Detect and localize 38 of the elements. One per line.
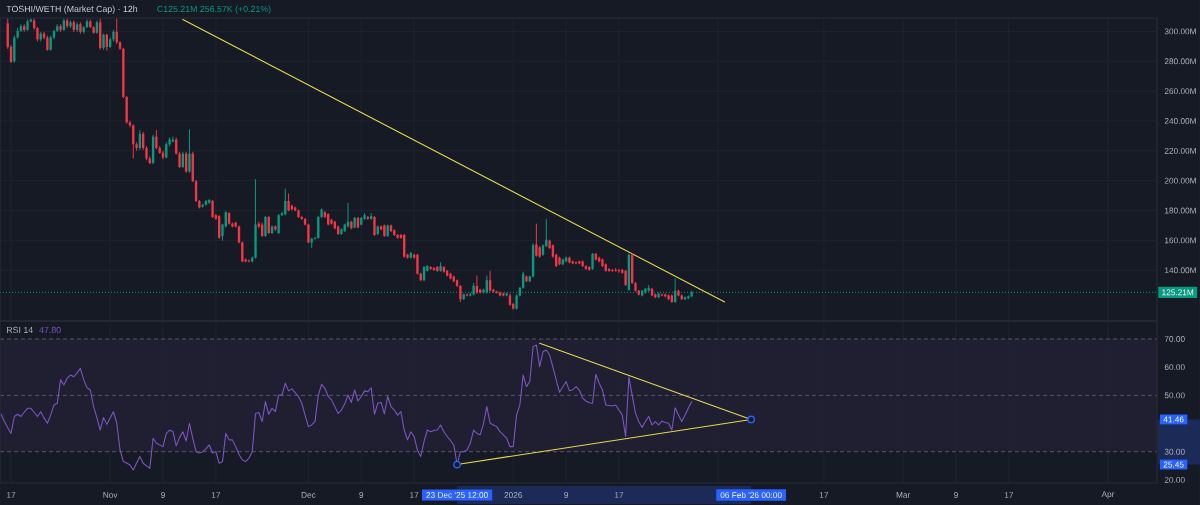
y-tick-label: 30.00 <box>1164 448 1185 455</box>
ref-line-label: 125.21M <box>1162 289 1194 296</box>
text: RSI 14 <box>7 326 33 334</box>
x-tick-label: 9 <box>359 492 364 498</box>
chart-subtitle: C125.21M 256.57K (+0.21%) <box>157 5 271 14</box>
x-tick-label: 17 <box>615 492 624 498</box>
y-tick-label: 25.45 <box>1163 461 1184 468</box>
y-tick-label: 160.00M <box>1165 237 1196 244</box>
x-tick-label: 06 Feb '26 00:00 <box>720 491 782 499</box>
y-tick-label: 60.00 <box>1164 364 1185 371</box>
y-tick-label: 50.00 <box>1164 392 1185 399</box>
annotation: 47.80 <box>39 326 61 334</box>
chart-title: TOSHI/WETH (Market Cap) · 12h <box>6 5 138 14</box>
y-tick-label: 180.00M <box>1165 207 1196 214</box>
x-tick-label: 17 <box>410 492 419 498</box>
x-tick-label: 9 <box>564 492 569 498</box>
x-tick-label: 17 <box>1004 492 1014 498</box>
x-tick-label: 2026 <box>504 492 523 498</box>
y-tick-label: 200.00M <box>1164 177 1196 184</box>
y-tick-label: 41.46 <box>1163 416 1184 423</box>
x-tick-label: 9 <box>161 492 165 498</box>
y-tick-label: 240.00M <box>1164 118 1196 124</box>
x-tick-label: Nov <box>103 492 118 498</box>
x-tick-label: Dec <box>301 492 316 498</box>
x-tick-label: 17 <box>819 492 829 498</box>
x-tick-label: 17 <box>7 492 16 498</box>
y-tick-label: 300.00M <box>1164 28 1196 35</box>
x-tick-label: 9 <box>954 492 958 498</box>
y-tick-label: 20.00 <box>1164 476 1185 483</box>
y-tick-label: 140.00M <box>1165 267 1196 274</box>
y-tick-label: 70.00 <box>1164 336 1185 342</box>
y-tick-label: 260.00M <box>1164 88 1196 95</box>
x-tick-label: 23 Dec '25 12:00 <box>426 492 488 498</box>
x-tick-label: Apr <box>1101 491 1115 499</box>
y-tick-label: 220.00M <box>1164 147 1196 154</box>
x-tick-label: Mar <box>896 492 911 498</box>
x-tick-label: 17 <box>211 492 221 498</box>
y-tick-label: 280.00M <box>1164 58 1196 65</box>
